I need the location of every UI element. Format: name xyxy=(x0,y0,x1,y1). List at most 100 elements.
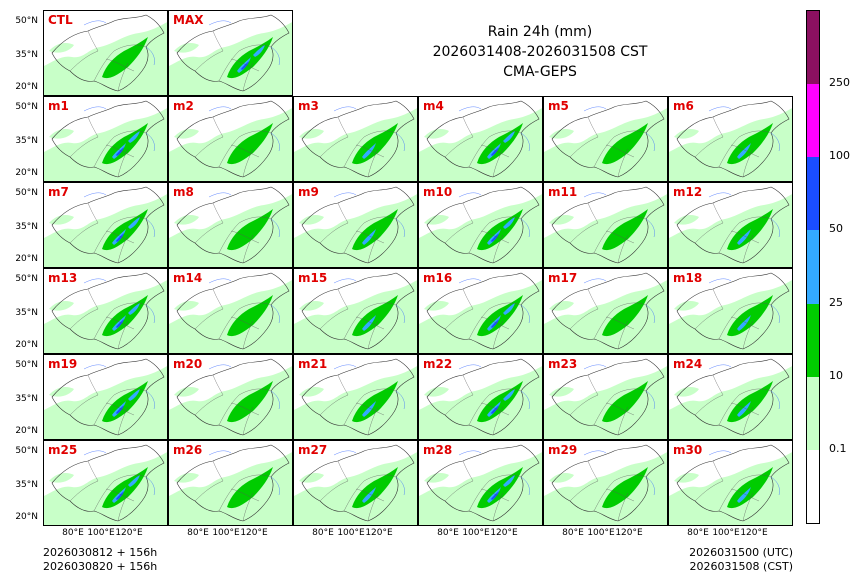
lat-label: 35°N xyxy=(15,394,38,404)
lon-label: 120°E xyxy=(615,528,643,538)
rain-map xyxy=(669,272,792,353)
map-panel-ctl: CTL xyxy=(43,10,168,96)
lat-label: 20°N xyxy=(15,512,38,522)
rain-map xyxy=(419,186,542,267)
panel-label: m8 xyxy=(173,185,194,199)
rain-map xyxy=(294,186,417,267)
colorbar-segment xyxy=(807,230,819,304)
panel-label: m2 xyxy=(173,99,194,113)
lon-label: 120°E xyxy=(365,528,393,538)
panel-label: m21 xyxy=(298,357,328,371)
colorbar-segment xyxy=(807,11,819,85)
map-panel-m1: m1 xyxy=(43,96,168,182)
lat-label: 50°N xyxy=(15,16,38,26)
rain-map xyxy=(169,14,292,95)
panel-label: m13 xyxy=(48,271,78,285)
lat-label: 20°N xyxy=(15,340,38,350)
map-panel-m2: m2 xyxy=(168,96,293,182)
map-panel-m13: m13 xyxy=(43,268,168,354)
map-panel-m29: m29 xyxy=(543,440,668,526)
panel-label: m1 xyxy=(48,99,69,113)
rain-map xyxy=(169,358,292,439)
map-panel-m26: m26 xyxy=(168,440,293,526)
map-panel-m30: m30 xyxy=(668,440,793,526)
rain-map xyxy=(169,272,292,353)
rain-map xyxy=(44,186,167,267)
panel-label: m28 xyxy=(423,443,453,457)
lon-label: 80°E xyxy=(437,528,459,538)
rain-map xyxy=(294,358,417,439)
map-panel-m27: m27 xyxy=(293,440,418,526)
lon-label: 80°E xyxy=(187,528,209,538)
colorbar-tick-label: 50 xyxy=(829,222,843,236)
panel-label: m17 xyxy=(548,271,578,285)
title-line2: 2026031408-2026031508 CST xyxy=(432,44,648,60)
lon-label: 120°E xyxy=(115,528,143,538)
lat-label: 50°N xyxy=(15,188,38,198)
map-panel-m19: m19 xyxy=(43,354,168,440)
panel-label: m24 xyxy=(673,357,703,371)
lon-label: 100°E xyxy=(462,528,490,538)
lon-label: 100°E xyxy=(587,528,615,538)
lon-label: 100°E xyxy=(712,528,740,538)
map-panel-m24: m24 xyxy=(668,354,793,440)
map-panel-m10: m10 xyxy=(418,182,543,268)
lat-label: 35°N xyxy=(15,136,38,146)
map-panel-m18: m18 xyxy=(668,268,793,354)
map-panel-m3: m3 xyxy=(293,96,418,182)
lon-label: 120°E xyxy=(740,528,768,538)
footer-right: 2026031500 (UTC) 2026031508 (CST) xyxy=(678,546,793,574)
panel-label: m29 xyxy=(548,443,578,457)
colorbar-segment xyxy=(807,84,819,158)
map-panel-m22: m22 xyxy=(418,354,543,440)
colorbar-tick-label: 250 xyxy=(829,76,850,90)
map-panel-m7: m7 xyxy=(43,182,168,268)
colorbar-segment xyxy=(807,449,819,523)
rain-map xyxy=(669,186,792,267)
rain-map xyxy=(419,358,542,439)
rain-map xyxy=(169,100,292,181)
lon-label: 120°E xyxy=(490,528,518,538)
rain-map xyxy=(44,14,167,95)
map-panel-m4: m4 xyxy=(418,96,543,182)
panel-label: m23 xyxy=(548,357,578,371)
panel-label: m9 xyxy=(298,185,319,199)
map-panel-m12: m12 xyxy=(668,182,793,268)
lon-label: 100°E xyxy=(87,528,115,538)
rain-map xyxy=(169,186,292,267)
footer-left: 2026030812 + 156h 2026030820 + 156h xyxy=(43,546,157,574)
rain-map xyxy=(44,444,167,525)
lat-label: 20°N xyxy=(15,82,38,92)
panel-label: m11 xyxy=(548,185,578,199)
map-panel-m9: m9 xyxy=(293,182,418,268)
rain-map xyxy=(294,272,417,353)
lon-label: 80°E xyxy=(687,528,709,538)
lon-label: 120°E xyxy=(240,528,268,538)
lat-label: 35°N xyxy=(15,308,38,318)
map-panel-m8: m8 xyxy=(168,182,293,268)
panel-label: m20 xyxy=(173,357,203,371)
lon-label: 100°E xyxy=(337,528,365,538)
panel-label: m18 xyxy=(673,271,703,285)
panel-label: m25 xyxy=(48,443,78,457)
lat-label: 50°N xyxy=(15,360,38,370)
title-line3: CMA-GEPS xyxy=(503,64,577,80)
panel-label: CTL xyxy=(48,13,73,27)
map-panel-max: MAX xyxy=(168,10,293,96)
panel-label: m16 xyxy=(423,271,453,285)
footer-left-line1: 2026030812 + 156h xyxy=(43,546,158,559)
footer-right-line2: 2026031508 (CST) xyxy=(689,560,793,573)
colorbar-tick-label: 100 xyxy=(829,149,850,163)
rain-map xyxy=(419,272,542,353)
colorbar-tick-label: 0.1 xyxy=(829,441,847,455)
lat-label: 20°N xyxy=(15,426,38,436)
panel-label: m12 xyxy=(673,185,703,199)
lat-label: 20°N xyxy=(15,254,38,264)
map-panel-m28: m28 xyxy=(418,440,543,526)
panel-label: m19 xyxy=(48,357,78,371)
rain-map xyxy=(544,100,667,181)
rain-map xyxy=(544,444,667,525)
map-panel-m5: m5 xyxy=(543,96,668,182)
lat-label: 35°N xyxy=(15,50,38,60)
lat-label: 20°N xyxy=(15,168,38,178)
